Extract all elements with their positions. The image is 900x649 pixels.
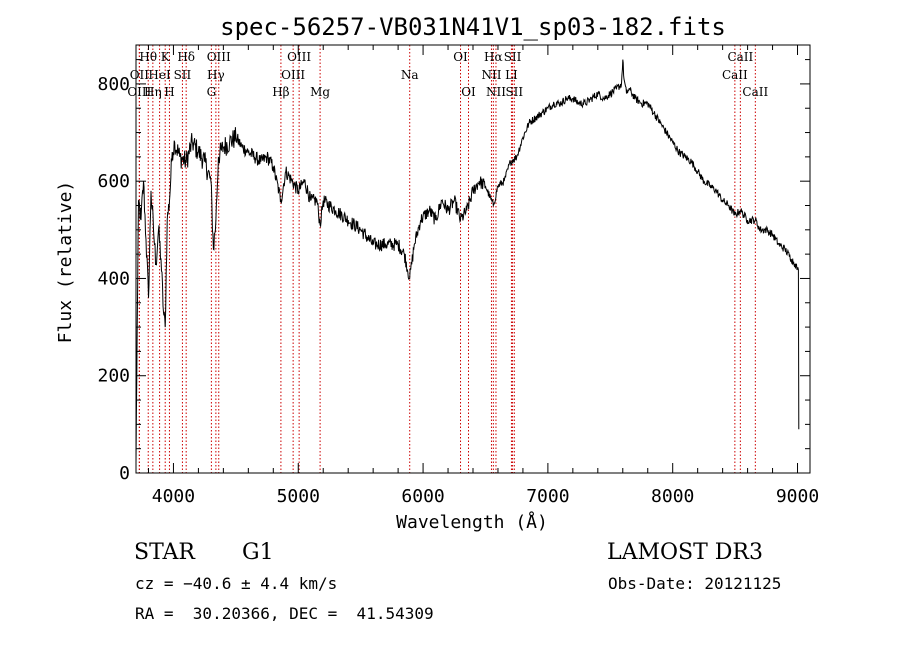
line-label-21: NII	[486, 85, 506, 99]
line-label-16: Na	[401, 68, 419, 82]
chart-title: spec-56257-VB031N41V1_sp03-182.fits	[220, 13, 726, 41]
line-label-10: Hγ	[207, 68, 225, 82]
x-axis-ticks: 4000 5000 6000 7000 8000 9000	[147, 45, 819, 507]
x-tick-label-9000: 9000	[776, 486, 819, 507]
line-label-15: Mg	[310, 85, 330, 99]
spectrum-line	[135, 59, 800, 464]
line-label-1: OII	[130, 68, 150, 82]
x-tick-label-6000: 6000	[401, 486, 444, 507]
line-label-5: H	[164, 85, 174, 99]
y-tick-label-600: 600	[97, 171, 130, 192]
survey-name: LAMOST DR3	[607, 540, 763, 565]
line-label-2: OIII	[127, 85, 151, 99]
object-subclass: G1	[242, 540, 274, 565]
x-tick-label-8000: 8000	[651, 486, 694, 507]
line-label-0: Hθ	[139, 50, 157, 64]
line-label-12: Hβ	[272, 85, 289, 99]
line-label-6: HeI	[148, 68, 171, 82]
line-label-19: Hα	[484, 50, 503, 64]
line-label-20: NII	[481, 68, 501, 82]
y-axis-ticks: 0 200 400 600 800	[97, 59, 810, 484]
line-label-3: K	[161, 50, 171, 64]
line-label-8: Hδ	[177, 50, 195, 64]
plot-frame	[135, 44, 811, 474]
line-label-7: SII	[174, 68, 192, 82]
line-label-18: OI	[461, 85, 476, 99]
line-label-14: OIII	[281, 68, 305, 82]
x-axis-label: Wavelength (Å)	[396, 511, 548, 533]
coordinates: RA = 30.20366, DEC = 41.54309	[135, 604, 434, 623]
observation-date: Obs-Date: 20121125	[608, 574, 782, 593]
line-label-23: LI	[505, 68, 518, 82]
line-label-22: SII	[504, 50, 522, 64]
x-tick-label-5000: 5000	[277, 486, 320, 507]
line-label-27: CaII	[742, 85, 768, 99]
y-tick-label-400: 400	[97, 268, 130, 289]
x-tick-label-4000: 4000	[152, 486, 195, 507]
object-class: STAR	[134, 540, 195, 565]
redshift-velocity: cz = −40.6 ± 4.4 km/s	[135, 574, 338, 593]
line-label-17: OI	[453, 50, 468, 64]
line-label-25: CaII	[727, 50, 753, 64]
line-label-26: CaII	[722, 68, 748, 82]
y-tick-label-800: 800	[97, 74, 130, 95]
line-label-9: OIII	[207, 50, 231, 64]
line-label-24: SII	[505, 85, 523, 99]
line-label-13: OIII	[287, 50, 311, 64]
y-tick-label-200: 200	[97, 366, 130, 387]
y-tick-label-0: 0	[119, 463, 130, 484]
line-label-11: G	[207, 85, 217, 99]
y-axis-label: Flux (relative)	[55, 181, 76, 344]
x-tick-label-7000: 7000	[526, 486, 569, 507]
line-label-4: Hη	[144, 85, 162, 99]
emission-line-markers	[138, 45, 756, 473]
